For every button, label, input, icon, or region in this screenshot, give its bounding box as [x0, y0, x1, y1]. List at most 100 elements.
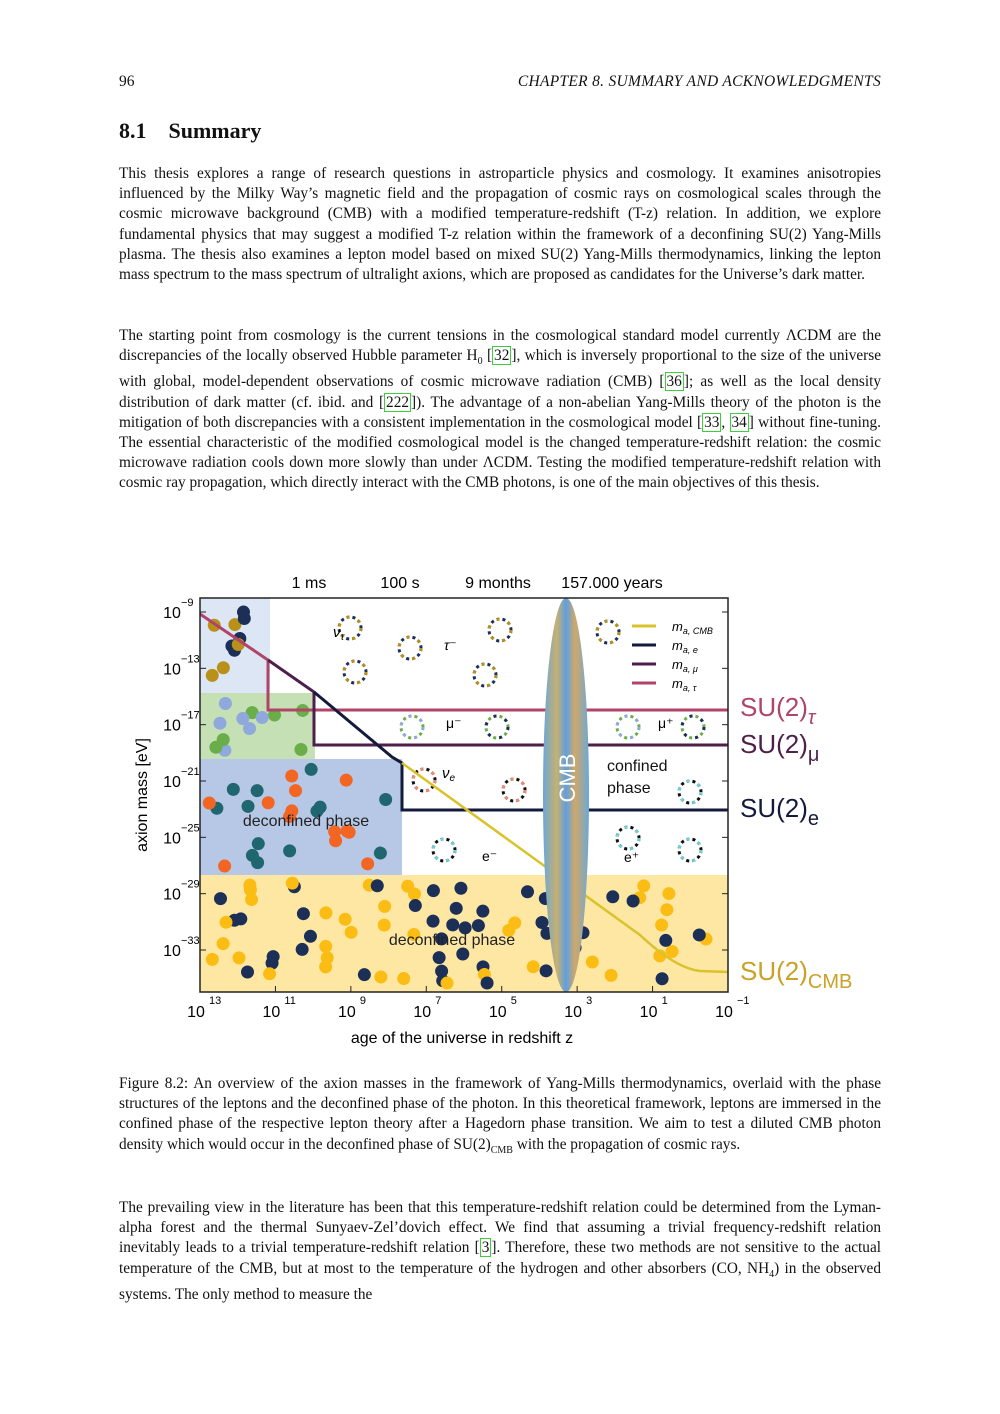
- x-tick-exponent: 1: [662, 995, 668, 1007]
- region-label: phase: [607, 780, 651, 797]
- y-tick-exponent: −9: [181, 597, 194, 609]
- particle-dot: [432, 951, 446, 965]
- lepton-ring: [397, 635, 423, 661]
- particle-label: νe: [442, 765, 456, 784]
- plot-frame: [199, 597, 729, 993]
- x-tick-exponent: −1: [737, 995, 750, 1007]
- top-label: 100 s: [380, 575, 419, 592]
- citation-link[interactable]: 36: [664, 372, 684, 392]
- x-tick-label: 10: [338, 1004, 356, 1021]
- particle-dot: [283, 844, 297, 858]
- x-tick-label: 10: [489, 1004, 507, 1021]
- particle-dot: [310, 804, 324, 818]
- y-tick-exponent: −13: [181, 653, 200, 665]
- particle-dot: [245, 892, 259, 906]
- lepton-ring: [595, 619, 621, 645]
- particle-dot: [296, 907, 310, 921]
- x-axis-label: age of the universe in redshift z: [351, 1030, 573, 1047]
- particle-dot: [263, 967, 277, 981]
- region-label: deconfined phase: [243, 813, 369, 830]
- particle-dot: [379, 792, 393, 806]
- particle-dot: [426, 914, 440, 928]
- region-label: confined: [607, 758, 668, 775]
- particle-dot: [373, 846, 387, 860]
- particle-dot: [626, 894, 640, 908]
- lepton-ring: [342, 659, 368, 685]
- figure-axion-masses: 1013101110910710510310110−110−910−1310−1…: [134, 575, 852, 1047]
- y-tick-label: 10: [163, 605, 181, 622]
- x-tick-label: 10: [187, 1004, 205, 1021]
- top-label: 157.000 years: [561, 575, 662, 592]
- x-tick-label: 10: [263, 1004, 281, 1021]
- particle-dot: [604, 968, 618, 982]
- page-number: 96: [119, 73, 135, 90]
- lepton-ring: [487, 617, 513, 643]
- y-tick-exponent: −33: [181, 935, 200, 947]
- particle-dot: [226, 782, 240, 796]
- particle-dot: [660, 903, 674, 917]
- particle-dot: [268, 708, 282, 722]
- particle-dot: [401, 879, 415, 893]
- section-number: 8.1: [119, 118, 147, 143]
- y-tick-label: 10: [163, 774, 181, 791]
- particle-dot: [449, 901, 463, 915]
- x-tick-label: 10: [640, 1004, 658, 1021]
- figure-caption: Figure 8.2: An overview of the axion mas…: [119, 1075, 881, 1156]
- particle-dot: [285, 769, 299, 783]
- y-tick-exponent: −21: [181, 766, 200, 778]
- particle-label: τ⁻: [444, 637, 457, 653]
- lepton-ring: [501, 777, 527, 803]
- su2-e-label: SU(2)e: [740, 793, 819, 830]
- running-header: CHAPTER 8. SUMMARY AND ACKNOWLEDGMENTS: [517, 73, 881, 90]
- top-label: 1 ms: [292, 575, 327, 592]
- particle-dot: [344, 925, 358, 939]
- particle-dot: [456, 947, 470, 961]
- particle-dot: [662, 887, 676, 901]
- lepton-ring: [680, 714, 706, 740]
- particle-dot: [659, 933, 673, 947]
- particle-dot: [255, 711, 269, 725]
- particle-dot: [319, 939, 333, 953]
- particle-label: e⁻: [482, 848, 497, 864]
- y-tick-exponent: −29: [181, 879, 200, 891]
- x-tick-exponent: 11: [284, 995, 295, 1007]
- citation-link[interactable]: 34: [729, 412, 749, 432]
- top-label: 9 months: [465, 575, 531, 592]
- lepton-ring: [615, 825, 641, 851]
- lepton-ring: [411, 767, 437, 793]
- particle-label: ντ: [333, 624, 346, 643]
- particle-dot: [397, 972, 411, 986]
- particle-dot: [285, 876, 299, 890]
- y-axis-label: axion mass [eV]: [134, 738, 151, 852]
- y-tick-label: 10: [163, 887, 181, 904]
- y-tick-label: 10: [163, 718, 181, 735]
- paragraph-3: The prevailing view in the literature ha…: [119, 1199, 881, 1303]
- x-tick-exponent: 3: [586, 995, 592, 1007]
- citation-link[interactable]: 3: [479, 1238, 492, 1258]
- particle-dot: [205, 668, 219, 682]
- lepton-ring: [484, 714, 510, 740]
- particle-dot: [374, 970, 388, 984]
- region-label: deconfined phase: [389, 932, 515, 949]
- particle-dot: [209, 740, 223, 754]
- citation-link[interactable]: 33: [702, 412, 722, 432]
- x-tick-exponent: 13: [209, 995, 221, 1007]
- particle-dot: [471, 919, 485, 933]
- lepton-ring: [677, 837, 703, 863]
- particle-dot: [655, 918, 669, 932]
- legend: ma, CMB ma, e ma, μ ma, τ: [632, 619, 713, 693]
- citation-link[interactable]: 222: [384, 392, 411, 412]
- section-title: 8.1 Summary: [119, 118, 283, 144]
- particle-dot: [261, 796, 275, 810]
- particle-dot: [251, 856, 265, 870]
- particle-dot: [245, 706, 259, 720]
- y-tick-exponent: −17: [181, 710, 200, 722]
- paragraph-1: This thesis explores a range of research…: [119, 165, 881, 284]
- legend-label: ma, μ: [672, 657, 698, 674]
- x-tick-label: 10: [715, 1004, 733, 1021]
- region-e-deconfined: [200, 759, 402, 875]
- citation-link[interactable]: 32: [492, 346, 512, 366]
- particle-dot: [237, 611, 251, 625]
- particle-dot: [338, 912, 352, 926]
- su2-tau-label: SU(2)τ: [740, 692, 817, 729]
